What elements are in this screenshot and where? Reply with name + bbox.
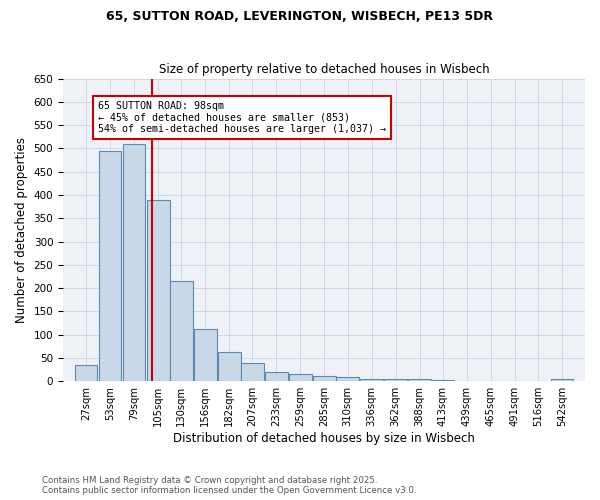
- Bar: [360, 379, 383, 381]
- Text: 65 SUTTON ROAD: 98sqm
← 45% of detached houses are smaller (853)
54% of semi-det: 65 SUTTON ROAD: 98sqm ← 45% of detached …: [98, 101, 386, 134]
- Bar: [384, 379, 407, 381]
- Bar: [75, 365, 97, 381]
- Bar: [289, 374, 312, 381]
- Text: Contains HM Land Registry data © Crown copyright and database right 2025.
Contai: Contains HM Land Registry data © Crown c…: [42, 476, 416, 495]
- Bar: [431, 380, 454, 381]
- Y-axis label: Number of detached properties: Number of detached properties: [15, 137, 28, 323]
- Title: Size of property relative to detached houses in Wisbech: Size of property relative to detached ho…: [159, 63, 490, 76]
- Bar: [99, 150, 121, 381]
- Text: 65, SUTTON ROAD, LEVERINGTON, WISBECH, PE13 5DR: 65, SUTTON ROAD, LEVERINGTON, WISBECH, P…: [107, 10, 493, 23]
- Bar: [551, 379, 573, 381]
- Bar: [241, 362, 264, 381]
- Bar: [147, 200, 170, 381]
- Bar: [218, 352, 241, 381]
- Bar: [265, 372, 288, 381]
- Bar: [123, 144, 145, 381]
- Bar: [194, 329, 217, 381]
- Bar: [409, 380, 431, 381]
- Bar: [170, 281, 193, 381]
- Bar: [336, 376, 359, 381]
- X-axis label: Distribution of detached houses by size in Wisbech: Distribution of detached houses by size …: [173, 432, 475, 445]
- Bar: [313, 376, 336, 381]
